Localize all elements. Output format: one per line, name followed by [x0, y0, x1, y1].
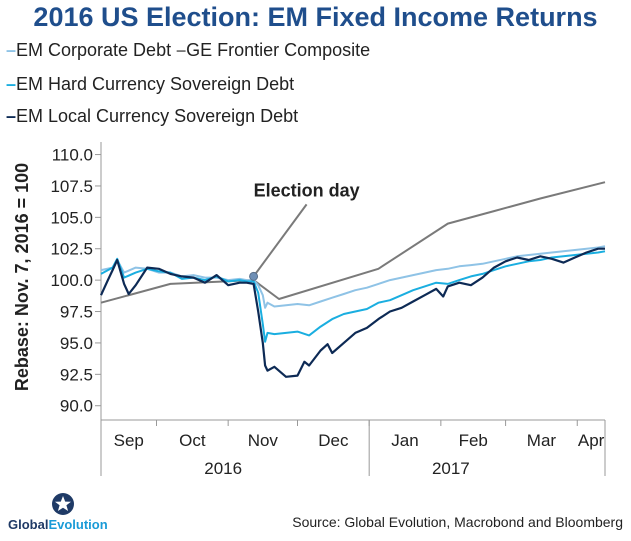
y-tick-label: 97.5	[60, 303, 93, 322]
source-note: Source: Global Evolution, Macrobond and …	[292, 514, 623, 530]
series-line-local	[99, 247, 605, 378]
legend-label-frontier: GE Frontier Composite	[186, 40, 371, 60]
annotation-leader-line	[252, 203, 308, 277]
y-tick-label: 95.0	[60, 334, 93, 353]
legend-row-2: –EM Hard Currency Sovereign Debt	[6, 74, 294, 95]
y-tick-label: 102.5	[50, 240, 93, 259]
x-month-label: Apr	[578, 431, 605, 450]
x-month-label: Oct	[179, 431, 206, 450]
x-month-label: Mar	[527, 431, 557, 450]
legend-row-1: –EM Corporate Debt –GE Frontier Composit…	[6, 40, 370, 61]
legend-swatch-local: –	[6, 106, 17, 126]
y-tick-label: 110.0	[52, 146, 93, 165]
chart-title: 2016 US Election: EM Fixed Income Return…	[33, 2, 598, 32]
series-line-hard	[100, 250, 606, 343]
star-icon	[52, 493, 74, 515]
legend-swatch-frontier: –	[176, 40, 187, 60]
global-evolution-logo: GlobalEvolution	[8, 491, 128, 536]
y-tick-label: 90.0	[60, 397, 93, 416]
annotation-label: Election day	[254, 180, 360, 200]
legend-row-3: –EM Local Currency Sovereign Debt	[6, 106, 298, 127]
x-month-label: Dec	[318, 431, 349, 450]
annotation-marker	[249, 271, 259, 281]
logo-wordmark: GlobalEvolution	[8, 517, 108, 532]
y-tick-label: 92.5	[60, 365, 93, 384]
legend-label-local: EM Local Currency Sovereign Debt	[16, 106, 299, 126]
y-tick-label: 107.5	[50, 177, 93, 196]
logo-text-global: Global	[8, 517, 49, 532]
chart-axes: 110.0 107.5 105.0 102.5 100.0 97.5 95.0 92.5 90.…	[12, 142, 606, 478]
y-tick-label: 105.0	[50, 208, 93, 227]
legend-label-corporate: EM Corporate Debt	[16, 40, 172, 60]
series-line-frontier	[100, 181, 606, 304]
y-tick-label: 100.0	[50, 271, 93, 290]
legend-swatch-corporate: –	[6, 40, 17, 60]
chart-series	[99, 181, 606, 378]
legend-swatch-hard: –	[6, 74, 17, 94]
x-year-label: 2017	[432, 459, 470, 478]
x-year-label: 2016	[204, 459, 242, 478]
logo-text-evolution: Evolution	[48, 517, 108, 532]
x-month-label: Jan	[391, 431, 418, 450]
x-month-label: Nov	[248, 431, 279, 450]
chart-annotation: Election day	[249, 180, 360, 281]
legend-label-hard: EM Hard Currency Sovereign Debt	[16, 74, 295, 94]
y-axis-label: Rebase: Nov. 7, 2016 = 100	[12, 163, 32, 391]
x-month-label: Sep	[114, 431, 144, 450]
x-month-label: Feb	[459, 431, 488, 450]
